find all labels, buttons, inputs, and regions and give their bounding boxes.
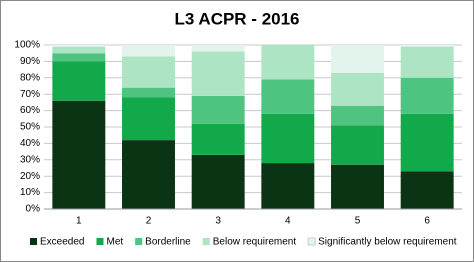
y-tick-label: 0% (26, 204, 41, 215)
y-tick-label: 20% (20, 171, 40, 182)
y-tick-label: 80% (20, 72, 40, 83)
bar-segment (261, 79, 315, 114)
bar-segment (191, 51, 245, 96)
x-tick-label: 3 (215, 216, 221, 227)
y-tick-label: 30% (20, 154, 40, 165)
bar-segment (331, 105, 384, 126)
bar-segment (400, 45, 454, 47)
y-tick-label: 60% (20, 105, 40, 116)
bar-segment (122, 140, 175, 209)
y-tick-label: 50% (20, 122, 40, 133)
bar-segment (400, 46, 454, 78)
bar-segment (191, 95, 245, 124)
bar-segment (400, 113, 454, 172)
x-tick-label: 5 (355, 216, 361, 227)
y-tick-label: 90% (20, 56, 40, 67)
x-tick-label: 4 (285, 216, 291, 227)
bar-segment (122, 87, 175, 98)
legend-label: Borderline (145, 237, 191, 248)
x-tick-label: 6 (424, 216, 430, 227)
bar-segment (52, 61, 106, 101)
bar-segment (191, 123, 245, 155)
bar-segment (122, 45, 175, 57)
bar-segment (400, 77, 454, 114)
chart-title: L3 ACPR - 2016 (174, 9, 299, 28)
legend-swatch (135, 238, 143, 245)
legend-label: Exceeded (40, 237, 84, 248)
legend-label: Significantly below requirement (318, 237, 457, 248)
legend-label: Met (106, 237, 123, 248)
legend-swatch (96, 238, 104, 245)
bar-segment (261, 45, 315, 80)
bar-segment (331, 164, 384, 209)
legend-label: Below requirement (213, 237, 297, 248)
y-tick-label: 100% (14, 40, 40, 51)
bar-segment (122, 97, 175, 141)
bar-segment (261, 163, 315, 209)
bar-segment (191, 45, 245, 52)
legend-swatch (202, 238, 210, 245)
bar-segment (52, 100, 106, 209)
bar-segment (261, 113, 315, 164)
y-tick-label: 40% (20, 138, 40, 149)
legend-swatch (30, 238, 37, 245)
bar-segment (52, 45, 106, 47)
x-tick-label: 2 (146, 216, 152, 227)
bar-segment (52, 46, 106, 54)
bar-segment (331, 45, 384, 73)
y-tick-label: 70% (20, 89, 40, 100)
bar-segment (191, 154, 245, 209)
bar-segment (331, 72, 384, 106)
bar-segment (122, 56, 175, 88)
bar-segment (331, 125, 384, 165)
x-tick-label: 1 (76, 216, 82, 227)
bar-segment (52, 53, 106, 62)
legend-swatch (307, 237, 316, 246)
y-tick-label: 10% (20, 187, 40, 198)
bar-segment (400, 171, 454, 209)
